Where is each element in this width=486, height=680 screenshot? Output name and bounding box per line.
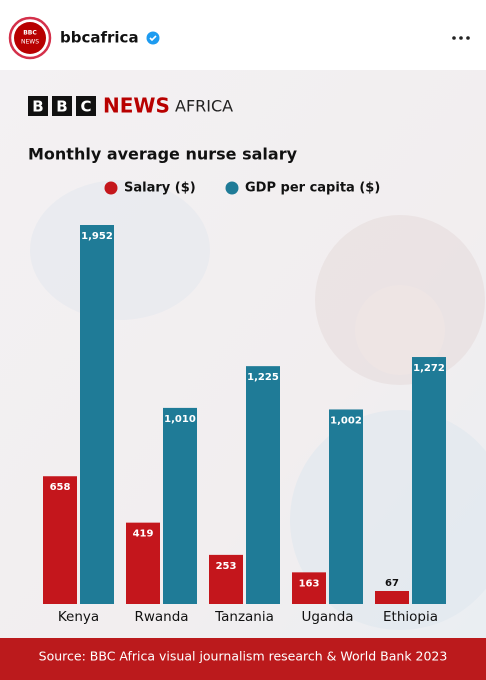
bbc-logo: B B C NEWS AFRICA <box>28 94 233 118</box>
data-label: 658 <box>50 482 71 493</box>
logo-news: NEWS <box>103 94 170 118</box>
legend-label: Salary ($) <box>124 181 196 196</box>
x-tick-label: Tanzania <box>214 609 274 625</box>
bar <box>375 590 409 604</box>
avatar[interactable] <box>14 22 46 54</box>
bar <box>292 572 326 604</box>
chart: Salary ($) GDP per capita ($) Kenya 658 1,95… <box>43 181 446 625</box>
logo-letter: B <box>56 98 67 116</box>
legend-swatch <box>104 181 118 195</box>
account-name[interactable]: bbcafrica <box>60 29 139 47</box>
x-tick-label: Kenya <box>58 609 99 625</box>
bar <box>412 357 446 604</box>
data-label: 253 <box>216 561 237 572</box>
avatar-text: NEWS <box>21 39 39 46</box>
chart-title: Monthly average nurse salary <box>28 145 298 164</box>
background-photo <box>30 180 210 320</box>
bar <box>80 225 114 604</box>
data-label: 1,002 <box>330 415 362 426</box>
bar <box>43 476 77 604</box>
bar <box>246 366 280 604</box>
logo-letter: C <box>80 98 91 116</box>
bar <box>126 522 160 604</box>
bar <box>209 554 243 604</box>
bar <box>329 409 363 604</box>
logo-region: AFRICA <box>175 97 233 116</box>
data-label: 1,225 <box>247 372 279 383</box>
x-tick-label: Ethiopia <box>383 609 438 625</box>
logo-letter: B <box>32 98 43 116</box>
data-label: 419 <box>133 529 154 540</box>
more-menu[interactable] <box>452 36 470 40</box>
data-label: 163 <box>299 578 320 589</box>
legend-label: GDP per capita ($) <box>245 181 380 196</box>
source-band <box>0 638 486 680</box>
avatar-ring[interactable] <box>8 16 52 60</box>
avatar-text: BBC <box>23 30 37 37</box>
verified-check <box>149 35 157 42</box>
legend-swatch <box>225 181 239 195</box>
source: Source: BBC Africa visual journalism res… <box>39 649 448 664</box>
x-tick-label: Rwanda <box>134 609 188 625</box>
data-label: 1,010 <box>164 414 196 425</box>
background-photo <box>355 285 445 375</box>
post-header <box>0 0 486 70</box>
data-label: 67 <box>385 578 399 589</box>
x-tick-label: Uganda <box>301 609 353 625</box>
data-label: 1,952 <box>81 231 113 242</box>
bar <box>163 407 197 604</box>
data-label: 1,272 <box>413 363 445 374</box>
